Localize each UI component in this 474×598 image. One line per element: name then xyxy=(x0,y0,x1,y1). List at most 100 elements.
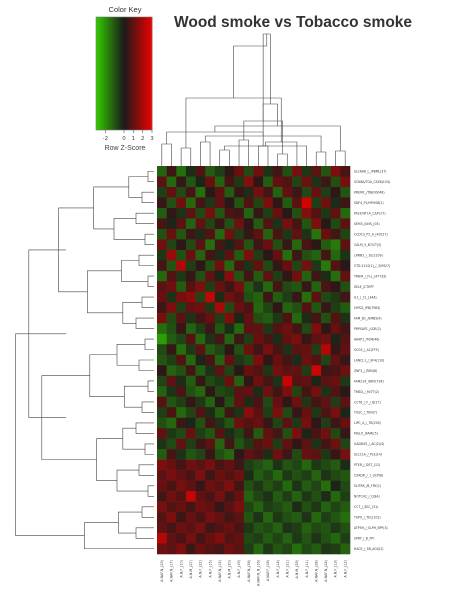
heatmap-cell xyxy=(157,333,167,345)
heatmap-cell xyxy=(253,491,264,502)
heatmap-cell xyxy=(157,197,167,209)
heatmap-cell xyxy=(214,470,225,481)
heatmap-cell xyxy=(195,291,206,303)
row-dendrogram-branch xyxy=(15,333,85,536)
heatmap-cell xyxy=(166,291,177,303)
heatmap-cell xyxy=(195,218,206,230)
row-dendrogram-branch xyxy=(122,302,142,324)
heatmap-cell xyxy=(263,186,274,198)
color-key-swatch xyxy=(148,17,151,130)
heatmap-cell xyxy=(263,270,274,282)
heatmap-cell xyxy=(157,166,167,177)
color-key-swatch xyxy=(130,17,133,130)
heatmap-cell xyxy=(234,323,245,335)
color-key-swatch xyxy=(102,17,105,130)
heatmap-cell xyxy=(157,386,167,398)
heatmap-cell xyxy=(243,480,254,492)
heatmap-cell xyxy=(157,375,167,387)
row-label: MILLX_(FAM)(5) xyxy=(354,432,378,436)
row-label: PRPSAP1_/LDE(2) xyxy=(354,327,381,331)
heatmap-cell xyxy=(263,365,274,377)
heatmap-cell xyxy=(321,480,331,492)
heatmap-cell xyxy=(195,207,206,219)
row-dendrogram-branch xyxy=(135,422,154,434)
heatmap-cell xyxy=(292,512,303,523)
color-key-swatch xyxy=(112,17,115,130)
heatmap-cell xyxy=(321,197,331,209)
heatmap-cell xyxy=(234,543,245,555)
heatmap-cell xyxy=(157,491,167,502)
heatmap-cell xyxy=(166,533,177,544)
row-label: ZNF3_/_REN(6) xyxy=(354,369,377,373)
heatmap-cell xyxy=(340,281,351,293)
heatmap-cell xyxy=(292,239,303,251)
heatmap-cell xyxy=(272,281,283,293)
heatmap-cell xyxy=(282,281,293,293)
heatmap-cell xyxy=(330,270,341,282)
heatmap-cell xyxy=(311,428,322,439)
heatmap-cell xyxy=(253,417,264,429)
heatmap-cell xyxy=(301,480,312,492)
heatmap-cell xyxy=(224,281,235,293)
row-label: CCDC3_P2_A_(40217) xyxy=(354,232,388,236)
heatmap-cell xyxy=(301,396,312,408)
heatmap-cell xyxy=(330,459,341,471)
heatmap-cell xyxy=(301,470,312,481)
heatmap-cell xyxy=(311,260,322,272)
heatmap-cell xyxy=(292,344,303,356)
column-label: A.N.M_(20) xyxy=(228,559,232,578)
heatmap-cell xyxy=(330,228,341,240)
heatmap-cell xyxy=(166,281,177,293)
heatmap-cell xyxy=(224,396,235,408)
heatmap-cell xyxy=(234,459,245,471)
heatmap-cell xyxy=(243,218,254,230)
heatmap-cell xyxy=(301,260,312,272)
heatmap-cell xyxy=(253,207,264,219)
heatmap-cell xyxy=(253,501,264,513)
heatmap-cell xyxy=(243,166,254,177)
heatmap-cell xyxy=(321,428,331,439)
heatmap-cell xyxy=(243,407,254,418)
heatmap-cell xyxy=(224,491,235,502)
heatmap-cell xyxy=(272,501,283,513)
heatmap-cell xyxy=(205,375,216,387)
heatmap-cell xyxy=(157,239,167,251)
heatmap-cell xyxy=(263,396,274,408)
heatmap-cell xyxy=(234,480,245,492)
heatmap-cell xyxy=(243,260,254,272)
row-label: FAM214_/DNT(734) xyxy=(354,379,384,383)
heatmap-cell xyxy=(272,312,283,324)
color-key-tick-label: 3 xyxy=(150,136,154,142)
heatmap-cell xyxy=(205,270,216,282)
row-dendrogram-branch xyxy=(147,170,154,183)
heatmap-cell xyxy=(224,438,235,450)
heatmap-cell xyxy=(176,344,187,356)
heatmap-cell xyxy=(205,491,216,502)
heatmap-cell xyxy=(176,375,187,387)
heatmap-cell xyxy=(301,354,312,366)
heatmap-cell xyxy=(311,281,322,293)
heatmap-cell xyxy=(272,239,283,251)
row-label: LRRN2_/_1E(2109) xyxy=(354,253,383,257)
heatmap-cell xyxy=(311,407,322,418)
color-key-swatch xyxy=(140,17,143,130)
column-label: A.N.F_(22) xyxy=(199,559,203,577)
heatmap-cell xyxy=(253,260,264,272)
heatmap-cell xyxy=(205,197,216,209)
heatmap-cell xyxy=(263,375,274,387)
heatmap-cell xyxy=(330,522,341,534)
heatmap-cell xyxy=(340,354,351,366)
heatmap-cell xyxy=(321,354,331,366)
heatmap-cell xyxy=(330,239,341,251)
heatmap-cell xyxy=(263,354,274,366)
heatmap-cell xyxy=(205,239,216,251)
heatmap-cell xyxy=(272,344,283,356)
column-dendrogram-branch xyxy=(315,151,327,166)
heatmap-cell xyxy=(205,428,216,439)
heatmap-cell xyxy=(176,533,187,544)
heatmap-cell xyxy=(321,207,331,219)
heatmap-cell xyxy=(292,438,303,450)
heatmap-cell xyxy=(234,365,245,377)
heatmap-cell xyxy=(224,207,235,219)
heatmap-cell xyxy=(214,186,225,198)
